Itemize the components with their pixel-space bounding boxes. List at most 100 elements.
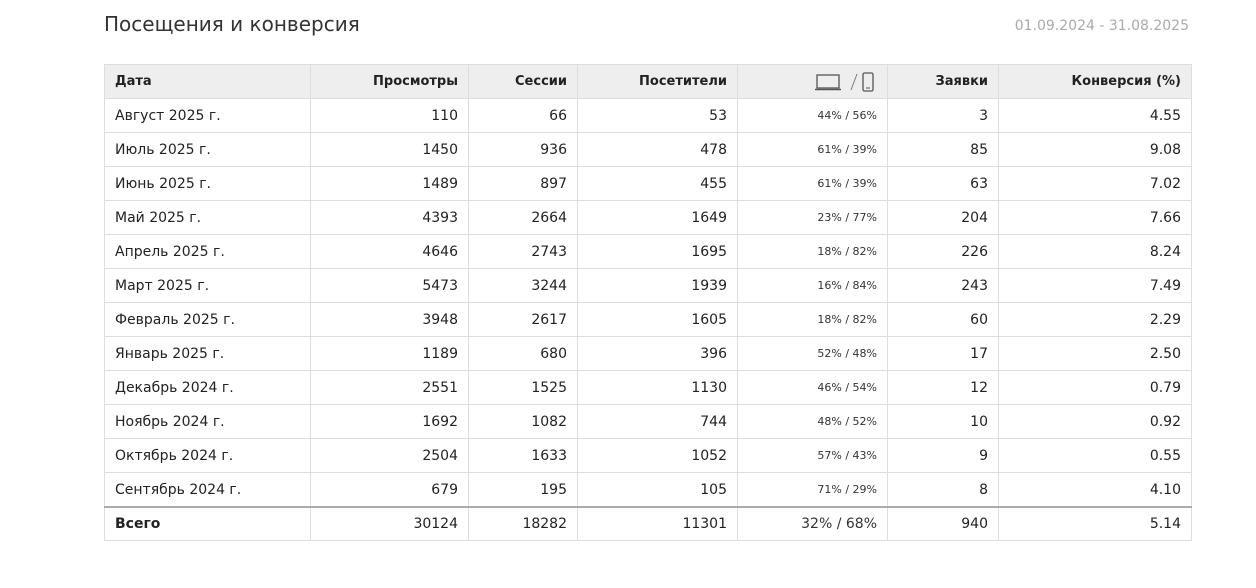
device-header xyxy=(737,64,888,99)
cell: Сентябрь 2024 г. xyxy=(104,472,311,508)
cell: 10 xyxy=(887,404,999,439)
device-share: 44% / 56% xyxy=(737,98,888,133)
cell: 0.79 xyxy=(998,370,1192,405)
laptop-icon xyxy=(816,73,840,89)
cell: 7.02 xyxy=(998,166,1192,201)
cell: 8.24 xyxy=(998,234,1192,269)
device-share: 46% / 54% xyxy=(737,370,888,405)
cell: 1052 xyxy=(577,438,738,473)
cell: 1939 xyxy=(577,268,738,303)
cell: 30124 xyxy=(310,506,469,541)
cell: Апрель 2025 г. xyxy=(104,234,311,269)
header-row: Дата Просмотры Сессии Посетители Заявки Конве… xyxy=(104,64,1192,99)
data-row: Август 2025 г. 110 66 53 44% / 56% 3 4.55 xyxy=(104,98,1192,133)
cell: 396 xyxy=(577,336,738,371)
cell: 2664 xyxy=(468,200,578,235)
data-row: Февраль 2025 г. 3948 2617 1605 18% / 82% 60 2.… xyxy=(104,302,1192,337)
cell: 2743 xyxy=(468,234,578,269)
data-row: Июнь 2025 г. 1489 897 455 61% / 39% 63 7.02 xyxy=(104,166,1192,201)
data-row: Июль 2025 г. 1450 936 478 61% / 39% 85 9.08 xyxy=(104,132,1192,167)
cell: 2551 xyxy=(310,370,469,405)
cell: 7.66 xyxy=(998,200,1192,235)
cell: 2617 xyxy=(468,302,578,337)
cell: 17 xyxy=(887,336,999,371)
column-header: Дата xyxy=(104,64,311,99)
cell: 85 xyxy=(887,132,999,167)
cell: 680 xyxy=(468,336,578,371)
cell: 9 xyxy=(887,438,999,473)
cell: 0.92 xyxy=(998,404,1192,439)
device-share: 57% / 43% xyxy=(737,438,888,473)
cell: Декабрь 2024 г. xyxy=(104,370,311,405)
cell: 7.49 xyxy=(998,268,1192,303)
cell: 679 xyxy=(310,472,469,508)
cell: 63 xyxy=(887,166,999,201)
cell: 940 xyxy=(887,506,999,541)
cell: Июль 2025 г. xyxy=(104,132,311,167)
cell: Январь 2025 г. xyxy=(104,336,311,371)
cell: 1525 xyxy=(468,370,578,405)
cell: 110 xyxy=(310,98,469,133)
cell: 3244 xyxy=(468,268,578,303)
page-title: Посещения и конверсия xyxy=(104,12,360,36)
column-header: Сессии xyxy=(468,64,578,99)
device-share: 23% / 77% xyxy=(737,200,888,235)
cell: 3 xyxy=(887,98,999,133)
cell: 1082 xyxy=(468,404,578,439)
cell: 936 xyxy=(468,132,578,167)
cell: 1489 xyxy=(310,166,469,201)
cell: 2.50 xyxy=(998,336,1192,371)
cell: 744 xyxy=(577,404,738,439)
cell: 3948 xyxy=(310,302,469,337)
cell: 1633 xyxy=(468,438,578,473)
cell: 5473 xyxy=(310,268,469,303)
cell: 4.10 xyxy=(998,472,1192,508)
cell: 195 xyxy=(468,472,578,508)
cell: 897 xyxy=(468,166,578,201)
device-share: 18% / 82% xyxy=(737,234,888,269)
table-body: Август 2025 г. 110 66 53 44% / 56% 3 4.55 Июль … xyxy=(104,98,1192,541)
stats-table: Дата Просмотры Сессии Посетители Заявки Конве… xyxy=(104,64,1192,541)
cell: 105 xyxy=(577,472,738,508)
cell: 204 xyxy=(887,200,999,235)
device-share: 71% / 29% xyxy=(737,472,888,508)
cell: 4.55 xyxy=(998,98,1192,133)
device-share: 32% / 68% xyxy=(737,506,888,541)
cell: 1605 xyxy=(577,302,738,337)
phone-icon xyxy=(862,71,874,92)
cell: Всего xyxy=(104,506,311,541)
cell: 60 xyxy=(887,302,999,337)
cell: 5.14 xyxy=(998,506,1192,541)
cell: 2.29 xyxy=(998,302,1192,337)
cell: 1695 xyxy=(577,234,738,269)
cell: 2504 xyxy=(310,438,469,473)
separator xyxy=(850,73,858,90)
cell: 53 xyxy=(577,98,738,133)
cell: Ноябрь 2024 г. xyxy=(104,404,311,439)
cell: 18282 xyxy=(468,506,578,541)
column-header: Заявки xyxy=(887,64,999,99)
data-row: Ноябрь 2024 г. 1692 1082 744 48% / 52% 10 0.92 xyxy=(104,404,1192,439)
device-share: 61% / 39% xyxy=(737,166,888,201)
device-share: 61% / 39% xyxy=(737,132,888,167)
date-range: 01.09.2024 - 31.08.2025 xyxy=(1014,18,1189,34)
cell: 66 xyxy=(468,98,578,133)
cell: 8 xyxy=(887,472,999,508)
device-share: 52% / 48% xyxy=(737,336,888,371)
cell: 0.55 xyxy=(998,438,1192,473)
cell: 455 xyxy=(577,166,738,201)
cell: 9.08 xyxy=(998,132,1192,167)
cell: 1450 xyxy=(310,132,469,167)
data-row: Апрель 2025 г. 4646 2743 1695 18% / 82% 226 8.… xyxy=(104,234,1192,269)
cell: Май 2025 г. xyxy=(104,200,311,235)
data-row: Декабрь 2024 г. 2551 1525 1130 46% / 54% 12 0.… xyxy=(104,370,1192,405)
column-header: Посетители xyxy=(577,64,738,99)
data-row: Март 2025 г. 5473 3244 1939 16% / 84% 243 7.49 xyxy=(104,268,1192,303)
cell: 478 xyxy=(577,132,738,167)
cell: 11301 xyxy=(577,506,738,541)
device-icons xyxy=(815,71,874,92)
device-share: 16% / 84% xyxy=(737,268,888,303)
cell: Март 2025 г. xyxy=(104,268,311,303)
cell: 12 xyxy=(887,370,999,405)
